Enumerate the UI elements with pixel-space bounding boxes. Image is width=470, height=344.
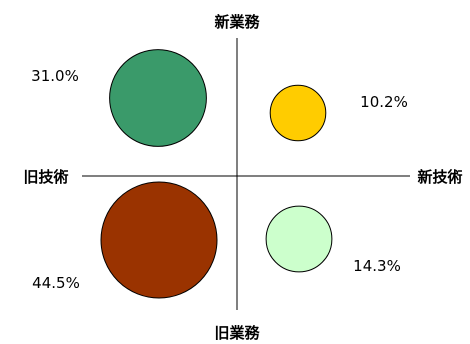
- bubble-label-bottom-right: 14.3%: [353, 257, 401, 275]
- bubble-top-left: [109, 49, 207, 147]
- axis-label-bottom: 旧業務: [214, 324, 260, 342]
- bubble-label-bottom-left: 44.5%: [32, 274, 80, 292]
- axis-label-top: 新業務: [214, 13, 260, 31]
- bubble-label-top-right: 10.2%: [360, 93, 408, 111]
- axis-label-right: 新技術: [417, 168, 462, 186]
- axis-label-left: 旧技術: [23, 168, 68, 186]
- bubble-group: 31.0% 10.2% 44.5% 14.3%: [31, 49, 408, 299]
- bubble-label-top-left: 31.0%: [31, 67, 79, 85]
- bubble-bottom-left: [100, 181, 218, 299]
- bubble-bottom-right: [265, 205, 333, 273]
- bubble-top-right: [269, 84, 327, 142]
